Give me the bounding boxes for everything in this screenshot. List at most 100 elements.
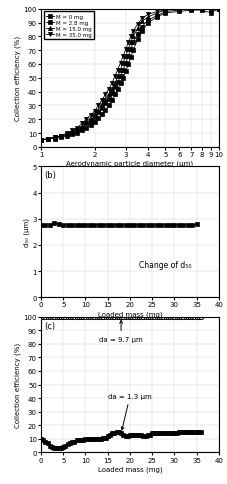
M = 15.0 mg bbox=[65, 132, 68, 138]
M = 35.0 mg bbox=[60, 134, 62, 139]
M = 0 mg bbox=[126, 62, 129, 68]
M = 35.0 mg bbox=[96, 104, 99, 109]
M = 2.8 mg bbox=[126, 54, 129, 60]
M = 15.0 mg bbox=[155, 11, 158, 17]
M = 2.8 mg bbox=[107, 96, 110, 102]
X-axis label: Aerodynamic particle diameter (μm): Aerodynamic particle diameter (μm) bbox=[66, 161, 193, 167]
M = 2.8 mg bbox=[119, 75, 121, 80]
M = 2.8 mg bbox=[96, 110, 99, 116]
M = 2.8 mg bbox=[110, 91, 113, 97]
M = 35.0 mg bbox=[100, 98, 103, 104]
da = 1.3 μm bbox=[95, 436, 98, 442]
M = 0 mg bbox=[107, 104, 110, 109]
Line: M = 15.0 mg: M = 15.0 mg bbox=[39, 8, 220, 143]
M = 0 mg bbox=[96, 116, 99, 121]
M = 35.0 mg bbox=[146, 12, 149, 18]
M = 2.8 mg bbox=[80, 125, 83, 131]
M = 0 mg bbox=[163, 11, 166, 17]
M = 2.8 mg bbox=[76, 128, 78, 134]
M = 2.8 mg bbox=[140, 25, 143, 30]
M = 2.8 mg bbox=[163, 10, 166, 15]
M = 0 mg bbox=[76, 131, 78, 137]
M = 0 mg bbox=[131, 48, 134, 54]
M = 15.0 mg bbox=[93, 112, 96, 118]
M = 0 mg bbox=[85, 125, 87, 131]
M = 15.0 mg bbox=[54, 135, 56, 141]
M = 35.0 mg bbox=[89, 113, 91, 119]
Legend: M = 0 mg, M = 2.8 mg, M = 15.0 mg, M = 35.0 mg: M = 0 mg, M = 2.8 mg, M = 15.0 mg, M = 3… bbox=[44, 13, 94, 40]
da = 1.3 μm bbox=[199, 429, 202, 435]
M = 0 mg bbox=[100, 112, 103, 118]
M = 35.0 mg bbox=[155, 10, 158, 15]
M = 15.0 mg bbox=[71, 130, 73, 136]
da = 9.7 μm bbox=[172, 314, 175, 320]
M = 15.0 mg bbox=[113, 81, 116, 87]
da = 9.7 μm bbox=[39, 314, 42, 320]
M = 35.0 mg bbox=[113, 75, 116, 80]
M = 15.0 mg bbox=[100, 102, 103, 108]
da = 1.3 μm bbox=[123, 433, 126, 439]
M = 35.0 mg bbox=[124, 47, 127, 53]
M = 2.8 mg bbox=[217, 7, 219, 13]
Line: M = 35.0 mg: M = 35.0 mg bbox=[39, 8, 220, 143]
M = 15.0 mg bbox=[76, 127, 78, 133]
M = 15.0 mg bbox=[177, 7, 180, 13]
Text: (a): (a) bbox=[44, 14, 56, 23]
da = 1.3 μm bbox=[39, 436, 42, 442]
M = 0 mg bbox=[208, 11, 211, 17]
M = 15.0 mg bbox=[119, 67, 121, 73]
M = 2.8 mg bbox=[177, 8, 180, 14]
da = 1.3 μm bbox=[177, 429, 180, 435]
M = 35.0 mg bbox=[163, 8, 166, 14]
M = 2.8 mg bbox=[71, 131, 73, 137]
M = 15.0 mg bbox=[131, 34, 134, 40]
M = 0 mg bbox=[189, 8, 192, 14]
M = 15.0 mg bbox=[129, 40, 132, 45]
M = 0 mg bbox=[93, 120, 96, 126]
da = 9.7 μm bbox=[199, 314, 202, 320]
M = 2.8 mg bbox=[131, 40, 134, 45]
M = 2.8 mg bbox=[129, 47, 132, 53]
M = 15.0 mg bbox=[136, 26, 138, 32]
M = 15.0 mg bbox=[189, 7, 192, 13]
M = 0 mg bbox=[71, 132, 73, 138]
M = 15.0 mg bbox=[47, 136, 49, 142]
Line: da = 1.3 μm: da = 1.3 μm bbox=[39, 430, 202, 450]
da = 9.7 μm bbox=[119, 314, 122, 320]
Line: M = 0 mg: M = 0 mg bbox=[39, 8, 220, 143]
M = 15.0 mg bbox=[89, 116, 91, 121]
Y-axis label: Collection efficiency (%): Collection efficiency (%) bbox=[14, 36, 20, 121]
M = 35.0 mg bbox=[65, 131, 68, 137]
Line: da = 9.7 μm: da = 9.7 μm bbox=[39, 315, 202, 319]
M = 35.0 mg bbox=[54, 135, 56, 141]
X-axis label: Loaded mass (mg): Loaded mass (mg) bbox=[97, 466, 162, 472]
da = 9.7 μm bbox=[93, 314, 95, 320]
M = 2.8 mg bbox=[124, 60, 127, 66]
M = 0 mg bbox=[47, 136, 49, 142]
M = 15.0 mg bbox=[39, 138, 42, 144]
M = 0 mg bbox=[199, 8, 202, 14]
M = 0 mg bbox=[136, 37, 138, 43]
M = 0 mg bbox=[60, 135, 62, 141]
da = 9.7 μm bbox=[183, 314, 186, 320]
M = 0 mg bbox=[104, 107, 106, 113]
M = 15.0 mg bbox=[140, 19, 143, 25]
M = 0 mg bbox=[155, 15, 158, 21]
M = 35.0 mg bbox=[47, 136, 49, 142]
M = 35.0 mg bbox=[116, 67, 118, 73]
M = 35.0 mg bbox=[80, 121, 83, 127]
M = 2.8 mg bbox=[136, 31, 138, 37]
M = 35.0 mg bbox=[104, 92, 106, 98]
M = 2.8 mg bbox=[189, 7, 192, 13]
M = 15.0 mg bbox=[146, 15, 149, 21]
M = 2.8 mg bbox=[146, 18, 149, 24]
M = 2.8 mg bbox=[85, 121, 87, 127]
M = 15.0 mg bbox=[80, 124, 83, 130]
Text: da = 9.7 μm: da = 9.7 μm bbox=[99, 321, 142, 342]
da = 9.7 μm bbox=[177, 314, 180, 320]
da = 1.3 μm bbox=[77, 438, 80, 443]
M = 0 mg bbox=[129, 55, 132, 61]
M = 35.0 mg bbox=[208, 7, 211, 13]
M = 35.0 mg bbox=[129, 34, 132, 40]
M = 2.8 mg bbox=[93, 114, 96, 120]
